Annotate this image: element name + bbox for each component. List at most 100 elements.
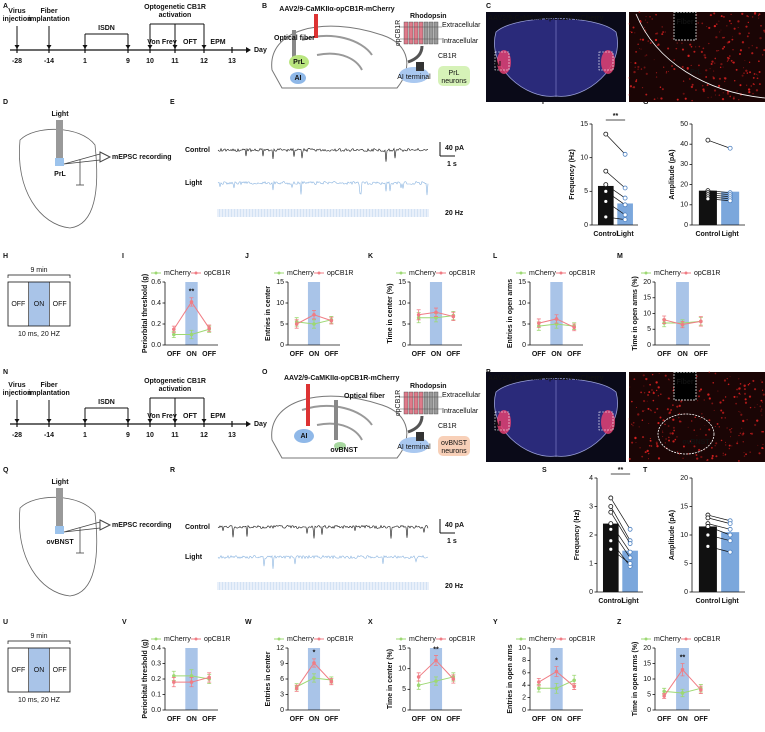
legend-marker xyxy=(399,271,403,275)
y-tick-label: 30 xyxy=(680,161,688,168)
cell xyxy=(720,62,723,66)
subject-point xyxy=(727,538,733,544)
cell xyxy=(742,441,744,443)
cell xyxy=(632,421,635,424)
cell xyxy=(752,93,754,95)
cell xyxy=(637,65,640,69)
cell xyxy=(722,92,724,94)
cell xyxy=(738,52,742,56)
cell xyxy=(728,40,731,43)
subject-point xyxy=(727,526,733,532)
x-tick-label: OFF xyxy=(324,716,339,723)
panel-letter: N xyxy=(3,369,8,376)
cell xyxy=(733,80,736,82)
legend-label: mCherry xyxy=(529,636,556,643)
pair-line xyxy=(707,546,731,553)
day-label: 10 xyxy=(146,58,154,65)
cell xyxy=(649,15,651,18)
cell xyxy=(696,14,698,16)
cell xyxy=(665,438,667,440)
cell xyxy=(634,66,636,68)
receptor-label: opCB1R xyxy=(395,20,402,46)
helix xyxy=(418,21,424,45)
pipette xyxy=(63,521,101,533)
cell xyxy=(645,377,648,381)
legend-label: opCB1R xyxy=(694,636,720,643)
recording-label: mEPSC recording xyxy=(112,154,172,161)
y-tick-label: 3 xyxy=(280,691,284,698)
cell xyxy=(673,67,676,71)
arrow xyxy=(407,415,424,434)
y-tick-label: 2 xyxy=(589,532,593,539)
cell xyxy=(716,422,719,425)
cell xyxy=(653,59,655,61)
cell xyxy=(634,32,636,34)
cell xyxy=(743,392,747,395)
arrow-head xyxy=(172,45,178,49)
helix xyxy=(403,391,409,415)
y-tick-label: 4 xyxy=(522,682,526,689)
x-tick-label: ON xyxy=(551,716,562,723)
point xyxy=(312,676,316,680)
cell xyxy=(698,45,701,48)
y-tick-label: 5 xyxy=(402,321,406,328)
trace-label: Light xyxy=(185,554,203,561)
cell xyxy=(641,87,644,89)
cell xyxy=(667,425,670,427)
cell xyxy=(690,85,694,89)
cell xyxy=(687,426,689,428)
legend-marker xyxy=(644,271,648,275)
light-spot xyxy=(55,526,64,534)
cell xyxy=(652,391,655,395)
cell xyxy=(631,441,634,444)
arrow-head xyxy=(14,419,20,423)
point xyxy=(416,312,421,317)
on-phase xyxy=(28,282,50,326)
cell xyxy=(739,432,742,434)
stim-label: 10 ms, 20 HZ xyxy=(18,331,61,338)
target-label: PrL neurons xyxy=(441,70,467,85)
cell xyxy=(715,455,718,458)
subject-point xyxy=(705,524,711,529)
y-tick-label: 10 xyxy=(680,532,688,539)
cell xyxy=(743,452,745,453)
point xyxy=(554,317,559,321)
legend-marker xyxy=(317,271,321,275)
cell xyxy=(643,66,646,69)
x-tick-label: ON xyxy=(309,716,320,723)
cell xyxy=(701,84,704,87)
y-tick-label: 0.0 xyxy=(151,342,161,349)
significance: ** xyxy=(613,113,619,120)
cell xyxy=(683,68,685,69)
x-tick-label: ON xyxy=(431,716,442,723)
y-tick-label: 3 xyxy=(589,503,593,510)
y-tick-label: 4 xyxy=(589,475,593,482)
x-tick-label: OFF xyxy=(202,351,217,358)
cell xyxy=(681,42,683,44)
cell xyxy=(753,12,757,15)
subject-point xyxy=(608,546,614,552)
y-tick-label: 0.0 xyxy=(151,707,161,714)
cell xyxy=(720,15,723,18)
y-tick-label: 0 xyxy=(647,707,651,714)
region-label: ovBNST xyxy=(330,447,358,454)
on-shading xyxy=(676,282,689,345)
cell xyxy=(726,41,729,44)
fiber-label: Optical fiber xyxy=(344,393,385,400)
cell xyxy=(746,84,748,86)
subject-point xyxy=(608,495,614,501)
pair-line xyxy=(605,184,626,199)
cell xyxy=(759,405,762,408)
point xyxy=(434,658,438,663)
cell xyxy=(710,63,713,66)
y-tick-label: 15 xyxy=(680,503,688,510)
event-label: ISDN xyxy=(98,399,115,406)
cell xyxy=(675,47,678,50)
cell xyxy=(641,410,644,413)
y-tick-label: 9 xyxy=(280,660,284,667)
cell xyxy=(745,25,748,28)
legend-marker xyxy=(317,637,321,641)
helix xyxy=(423,391,429,415)
x-tick-label: Control xyxy=(695,231,720,238)
cell xyxy=(708,26,711,30)
